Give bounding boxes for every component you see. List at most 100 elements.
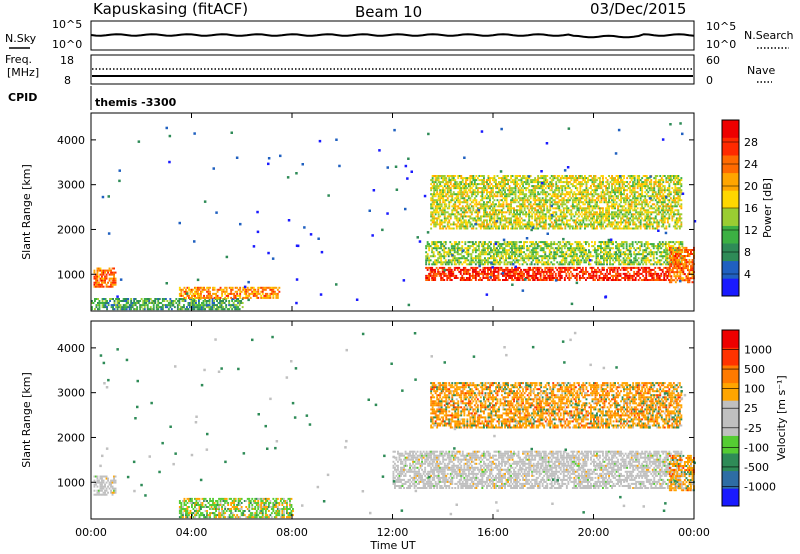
power-echo-cell (643, 279, 646, 281)
power-echo-cell (457, 185, 460, 188)
power-echo-cell (494, 261, 497, 264)
power-echo-cell (594, 181, 597, 184)
power-echo-cell (453, 263, 456, 266)
power-echo-cell (535, 243, 538, 246)
power-echo-cell (536, 277, 539, 279)
power-echo-cell (543, 183, 546, 186)
power-echo-cell (565, 201, 568, 204)
power-echo-cell (556, 225, 559, 228)
power-echo-cell (550, 221, 553, 224)
power-echo-cell (439, 203, 442, 206)
power-echo-cell (585, 181, 588, 184)
power-echo-cell (448, 181, 451, 184)
power-echo-cell (461, 223, 464, 226)
power-echo-cell (455, 185, 458, 188)
power-echo-cell (565, 175, 568, 177)
power-echo-cell (436, 193, 439, 196)
power-echo-cell (249, 292, 252, 295)
power-echo-cell (601, 268, 604, 271)
power-echo-cell (152, 300, 155, 302)
power-echo-cell (666, 257, 669, 260)
power-echo-cell (589, 272, 592, 275)
power-echo-cell (557, 279, 560, 281)
power-echo-cell (543, 175, 546, 177)
power-echo-cell (514, 255, 516, 258)
power-echo-cell (612, 215, 615, 218)
power-echo-cell (446, 225, 449, 228)
power-echo-cell (445, 193, 448, 196)
power-echo-cell (544, 268, 547, 271)
power-echo-cell (549, 215, 552, 218)
power-echo-cell (515, 247, 518, 250)
power-echo-cell (578, 259, 581, 262)
power-echo-cell (572, 257, 575, 260)
power-echo-cell (551, 274, 554, 277)
power-echo-cell (484, 261, 486, 264)
power-echo-cell (637, 272, 640, 275)
power-echo-cell (487, 185, 490, 188)
power-echo-cell (600, 241, 602, 244)
power-echo-cell (215, 292, 217, 295)
power-echo-cell (610, 266, 613, 269)
power-echo-cell (539, 272, 542, 275)
power-echo-cell (111, 285, 114, 288)
power-echo-cell (657, 266, 660, 269)
power-echo-cell (637, 263, 640, 266)
power-echo-cell (525, 177, 528, 180)
power-echo-cell (443, 249, 446, 252)
power-echo-cell (618, 274, 620, 277)
power-echo-cell (595, 272, 598, 275)
power-echo-cell (452, 185, 455, 188)
power-echo-cell (551, 255, 554, 258)
power-echo-cell (604, 247, 607, 250)
power-echo-cell (511, 270, 513, 273)
power-echo-cell (450, 270, 453, 273)
power-echo-cell (170, 302, 173, 304)
power-echo-cell (568, 261, 571, 264)
power-echo-cell (591, 266, 593, 269)
power-echo-cell (515, 268, 518, 271)
power-echo-cell (645, 243, 648, 246)
power-echo-cell (272, 288, 275, 291)
power-echo-cell (523, 203, 526, 206)
power-echo-cell (158, 302, 161, 304)
power-echo-cell (514, 274, 516, 277)
power-echo-cell (261, 286, 264, 289)
power-echo-cell (554, 266, 557, 269)
power-echo-cell (490, 215, 493, 218)
power-echo-cell (489, 205, 491, 208)
power-echo-cell (214, 308, 217, 311)
power-echo-cell (555, 193, 558, 196)
power-echo-cell (543, 203, 546, 206)
power-echo-cell (452, 272, 455, 275)
power-echo-cell (574, 205, 577, 208)
power-echo-cell (658, 255, 661, 258)
power-echo-cell (676, 247, 679, 250)
power-echo-cell (447, 272, 450, 275)
power-echo-cell (179, 306, 182, 309)
power-echo-cell (490, 191, 493, 194)
power-echo-cell (544, 181, 547, 184)
power-echo-cell (555, 181, 558, 184)
power-echo-cell (428, 243, 431, 246)
power-echo-cell (568, 268, 571, 271)
power-echo-cell (540, 211, 543, 214)
power-echo-cell (562, 177, 565, 180)
power-echo-cell (621, 261, 623, 264)
power-echo-cell (482, 270, 485, 273)
power-echo-cell (114, 283, 117, 286)
power-echo-cell (222, 302, 225, 304)
power-echo-cell (508, 219, 511, 222)
power-echo-cell (575, 261, 578, 264)
power-echo-cell (425, 251, 428, 254)
power-echo-cell (593, 221, 595, 224)
power-echo-cell (505, 199, 508, 202)
power-echo-cell (465, 251, 468, 254)
power-echo-cell (530, 253, 533, 256)
power-echo-cell (489, 201, 491, 204)
power-echo-cell (532, 181, 535, 184)
power-echo-cell (571, 203, 574, 206)
power-echo-cell (493, 209, 496, 212)
power-echo-cell (547, 185, 550, 188)
power-echo-cell (651, 253, 654, 256)
